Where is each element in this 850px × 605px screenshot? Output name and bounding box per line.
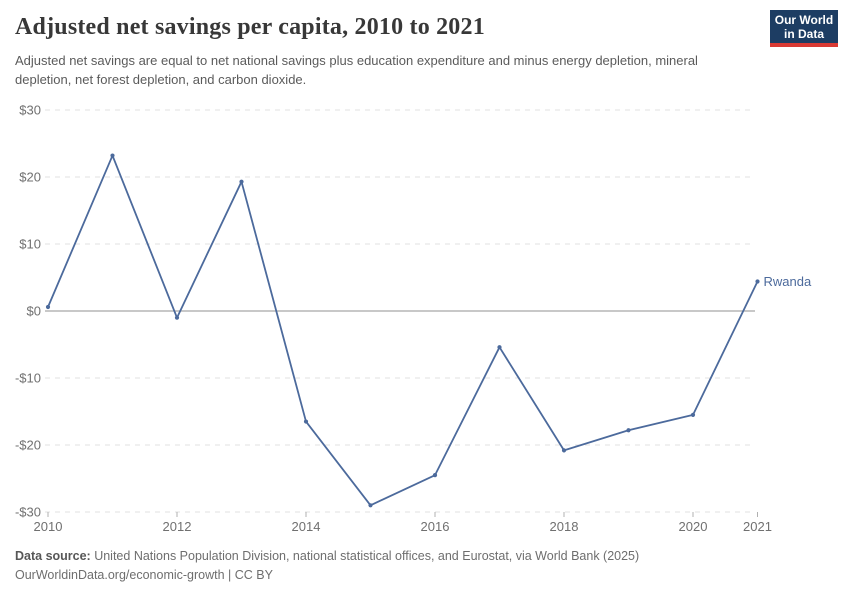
datasource-line: Data source: United Nations Population D… xyxy=(15,547,835,566)
x-axis-tick-label: 2012 xyxy=(163,519,192,534)
chart-subtitle: Adjusted net savings are equal to net na… xyxy=(15,53,698,87)
y-axis-tick-label: -$20 xyxy=(15,438,41,453)
license-label: CC BY xyxy=(234,568,273,582)
data-point[interactable] xyxy=(561,448,567,453)
y-axis-tick-label: $30 xyxy=(19,103,41,118)
x-axis-tick-label: 2020 xyxy=(679,519,708,534)
datasource-label: Data source: xyxy=(15,549,91,563)
x-axis-tick-label: 2018 xyxy=(550,519,579,534)
x-axis-tick-label: 2014 xyxy=(292,519,321,534)
data-point[interactable] xyxy=(174,315,180,320)
entity-label[interactable]: Rwanda xyxy=(764,274,812,289)
license-line: OurWorldinData.org/economic-growth | CC … xyxy=(15,566,835,585)
data-point[interactable] xyxy=(110,153,115,158)
footer-separator: | xyxy=(224,568,235,582)
y-axis-tick-label: -$10 xyxy=(15,371,41,386)
owid-logo-line1: Our World xyxy=(774,12,834,27)
data-point[interactable] xyxy=(626,428,631,433)
x-axis-tick-label: 2016 xyxy=(421,519,450,534)
data-point[interactable] xyxy=(432,473,438,478)
data-point[interactable] xyxy=(497,345,502,350)
owid-logo[interactable]: Our World in Data xyxy=(770,10,838,47)
x-axis-tick-label: 2021 xyxy=(743,519,772,534)
data-point[interactable] xyxy=(690,412,696,417)
owid-logo-line2: in Data xyxy=(783,26,824,41)
series-line-rwanda[interactable] xyxy=(47,154,759,507)
x-axis-tick-label: 2010 xyxy=(34,519,63,534)
data-point[interactable] xyxy=(239,179,244,184)
y-axis-tick-label: -$30 xyxy=(15,505,41,520)
data-point[interactable] xyxy=(755,279,760,284)
page-title: Adjusted net savings per capita, 2010 to… xyxy=(15,14,485,40)
data-point[interactable] xyxy=(303,419,309,424)
chart-header: Adjusted net savings per capita, 2010 to… xyxy=(15,12,755,89)
datasource-text: United Nations Population Division, nati… xyxy=(90,549,640,563)
data-point[interactable] xyxy=(368,503,373,508)
y-axis-tick-label: $20 xyxy=(19,170,41,185)
owid-topic-link[interactable]: OurWorldinData.org/economic-growth xyxy=(15,568,225,582)
y-axis-tick-label: $0 xyxy=(27,304,41,319)
y-axis-tick-label: $10 xyxy=(19,237,41,252)
owid-logo-stripe xyxy=(770,43,838,47)
data-point[interactable] xyxy=(45,304,51,310)
chart-footer: Data source: United Nations Population D… xyxy=(15,547,835,585)
